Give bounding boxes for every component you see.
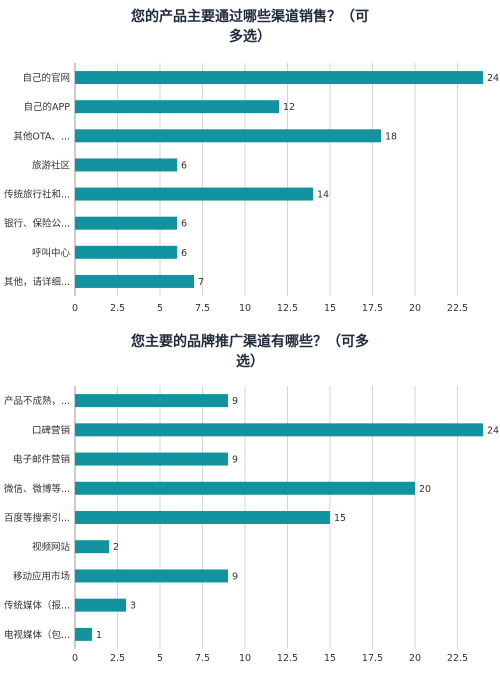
data-label: 2 [113, 542, 119, 553]
data-label: 7 [198, 277, 204, 288]
category-label: 电子邮件营销 [13, 454, 71, 466]
data-label: 18 [385, 131, 397, 142]
data-label: 6 [181, 160, 187, 171]
x-tick-label: 20 [409, 653, 421, 664]
sales-channel-chart: 您的产品主要通过哪些渠道销售？（可多选） 0 2.5 5 7.5 10 12.5 15 17.5… [4, 8, 499, 314]
category-label: 传统旅行社和... [4, 189, 70, 201]
x-tick-label: 0 [72, 303, 78, 314]
category-label: 移动应用市场 [13, 570, 70, 582]
x-tick-label: 2.5 [110, 303, 125, 314]
bar [75, 481, 415, 495]
bar [75, 158, 177, 172]
bar [75, 216, 177, 230]
x-tick-label: 12.5 [277, 303, 298, 314]
bar [75, 540, 109, 554]
x-tick-label: 15 [324, 303, 336, 314]
bar [75, 569, 228, 583]
bar [75, 627, 92, 641]
category-label: 口碑营销 [32, 424, 71, 436]
category-label: 百度等搜索引... [4, 512, 70, 524]
category-label: 其他，请详细... [4, 276, 70, 288]
brand-channel-chart: 您主要的品牌推广渠道有哪些？（可多选） 0 2.5 5 7.5 10 12.5 15 17.5 2… [4, 333, 499, 664]
data-label: 9 [232, 571, 238, 582]
bar [75, 71, 483, 85]
category-label: 银行、保险公... [4, 218, 70, 230]
data-label: 20 [419, 484, 431, 495]
data-label: 15 [334, 513, 346, 524]
x-tick-label: 12.5 [277, 653, 298, 664]
category-label: 旅游社区 [32, 159, 71, 171]
x-tick-label: 10 [239, 303, 251, 314]
x-tick-label: 7.5 [195, 303, 210, 314]
x-tick-label: 7.5 [195, 653, 210, 664]
chart-title-line: 您主要的品牌推广渠道有哪些？（可多 [131, 333, 369, 350]
data-label: 14 [317, 190, 329, 201]
x-tick-label: 22.5 [447, 303, 468, 314]
data-label: 6 [181, 248, 187, 259]
chart-title-line: 您的产品主要通过哪些渠道销售？（可 [131, 8, 369, 25]
category-label: 其他OTA、... [13, 130, 70, 142]
data-label: 6 [181, 219, 187, 230]
data-label: 1 [96, 630, 102, 641]
x-tick-label: 20 [409, 303, 421, 314]
data-label: 12 [283, 102, 295, 113]
data-label: 9 [232, 455, 238, 466]
x-tick-label: 0 [72, 653, 78, 664]
x-tick-label: 5 [157, 653, 163, 664]
data-label: 24 [487, 425, 499, 436]
category-label: 产品不成熟，... [4, 395, 70, 407]
category-label: 微信、微博等... [4, 483, 70, 495]
bar [75, 129, 381, 143]
bar [75, 511, 330, 524]
category-label: 传统媒体（报... [4, 600, 70, 612]
category-label: 自己的APP [24, 101, 71, 113]
bar [75, 423, 483, 437]
category-label: 视频网站 [32, 541, 71, 553]
bar [75, 100, 279, 114]
bar [75, 452, 228, 466]
data-label: 9 [232, 396, 238, 407]
x-tick-label: 17.5 [362, 303, 383, 314]
chart-title-line: 选） [236, 353, 264, 370]
bar [75, 394, 228, 408]
bar [75, 245, 177, 259]
chart-title-line: 多选） [229, 28, 271, 45]
x-tick-label: 5 [157, 303, 163, 314]
x-tick-label: 17.5 [362, 653, 383, 664]
bar [75, 598, 126, 612]
category-label: 呼叫中心 [32, 247, 71, 259]
data-label: 3 [130, 601, 136, 612]
x-tick-label: 15 [324, 653, 336, 664]
x-tick-label: 22.5 [447, 653, 468, 664]
bar [75, 274, 194, 288]
category-label: 自己的官网 [22, 72, 70, 84]
x-tick-label: 2.5 [110, 653, 125, 664]
category-label: 电视媒体（包... [4, 629, 70, 641]
x-tick-label: 10 [239, 653, 251, 664]
data-label: 24 [487, 73, 499, 84]
bar [75, 187, 313, 201]
